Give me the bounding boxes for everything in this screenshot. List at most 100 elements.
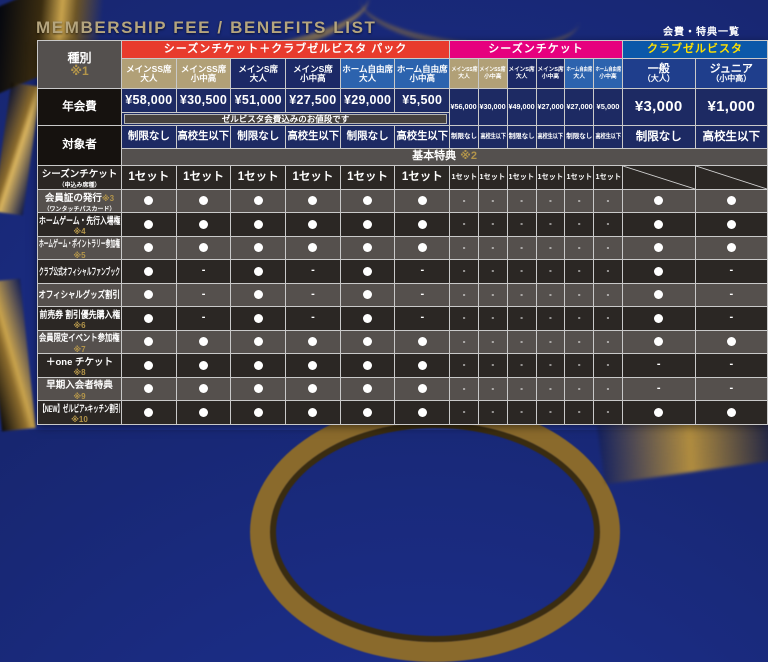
benefit-cell: - bbox=[479, 307, 508, 331]
column-header-line2: 大人 bbox=[250, 74, 267, 83]
benefit-cell bbox=[696, 190, 768, 214]
column-header-line1: メインSS席 bbox=[480, 67, 506, 73]
excluded-dash: - bbox=[549, 385, 552, 393]
page-subtitle-jp: 会費・特典一覧 bbox=[663, 23, 740, 38]
excluded-dash: - bbox=[607, 291, 610, 299]
benefit-cell bbox=[395, 401, 450, 425]
benefit-cell: - bbox=[696, 260, 768, 284]
row-label-sub: （ワンタッチパスカード） bbox=[43, 207, 115, 213]
benefit-cell: 1セット bbox=[395, 166, 450, 190]
target-value: 高校生以下 bbox=[177, 126, 232, 149]
set-count-text: 1セット bbox=[595, 173, 621, 181]
row-label-text: 会員証の発行 bbox=[45, 193, 102, 204]
included-dot-icon bbox=[199, 243, 208, 252]
benefit-cell-not-applicable bbox=[696, 166, 768, 190]
excluded-dash: - bbox=[607, 220, 610, 228]
benefit-cell bbox=[177, 354, 232, 378]
benefit-cell: - bbox=[565, 213, 594, 237]
column-header-line1: メインS席 bbox=[509, 67, 535, 73]
benefit-cell: - bbox=[594, 354, 623, 378]
target-value-text: 制限なし bbox=[509, 134, 535, 141]
benefit-cell: - bbox=[479, 213, 508, 237]
row-label-text: 早期入会者特典 bbox=[46, 380, 113, 391]
benefit-cell: - bbox=[565, 378, 594, 402]
column-header: ホーム自由席大人 bbox=[565, 59, 594, 89]
banner-text: 基本特典 bbox=[412, 151, 456, 163]
gold-ribbon-left-upper bbox=[0, 83, 41, 216]
group-header-0: シーズンチケット＋クラブゼルビスタ パック bbox=[122, 41, 450, 59]
column-header: メインS席大人 bbox=[508, 59, 537, 89]
row-label-line1: オフィシャルグッズ割引 bbox=[39, 286, 120, 303]
benefit-cell bbox=[395, 378, 450, 402]
row-label: 会員証の発行※3（ワンタッチパスカード） bbox=[38, 190, 122, 214]
included-dot-icon bbox=[418, 243, 427, 252]
set-count-text: 1セット bbox=[480, 173, 506, 181]
target-value-text: 制限なし bbox=[566, 134, 592, 141]
row-note-ref: ※6 bbox=[73, 322, 85, 330]
fee-value-pack: ¥30,500 bbox=[177, 89, 232, 113]
benefit-cell bbox=[395, 331, 450, 355]
target-value-text: 高校生以下 bbox=[595, 134, 621, 141]
excluded-dash: - bbox=[607, 361, 610, 369]
target-value: 高校生以下 bbox=[479, 126, 508, 149]
benefit-cell: - bbox=[286, 307, 341, 331]
benefit-cell bbox=[696, 213, 768, 237]
excluded-dash: - bbox=[463, 338, 466, 346]
excluded-dash: - bbox=[549, 361, 552, 369]
fee-value-zelvista: ¥3,000 bbox=[623, 89, 696, 126]
included-dot-icon bbox=[254, 384, 263, 393]
fee-value-season: ¥5,000 bbox=[594, 89, 623, 126]
benefit-cell bbox=[231, 237, 286, 261]
excluded-dash: - bbox=[520, 408, 523, 416]
benefit-cell bbox=[341, 237, 396, 261]
column-header: ジュニア（小中高） bbox=[696, 59, 768, 89]
excluded-dash: - bbox=[491, 220, 494, 228]
benefit-cell: - bbox=[479, 354, 508, 378]
column-header-line2: 小中高 bbox=[542, 74, 559, 80]
included-dot-icon bbox=[254, 220, 263, 229]
benefit-cell: - bbox=[508, 260, 537, 284]
excluded-dash: - bbox=[578, 361, 581, 369]
included-dot-icon bbox=[418, 408, 427, 417]
excluded-dash: - bbox=[549, 220, 552, 228]
included-dot-icon bbox=[254, 314, 263, 323]
target-value: 制限なし bbox=[565, 126, 594, 149]
fee-amount: ¥58,000 bbox=[125, 94, 172, 107]
column-header-line1: ホーム自由席 bbox=[566, 67, 592, 73]
group-header-label: クラブゼルビスタ bbox=[647, 44, 743, 56]
benefit-cell bbox=[341, 378, 396, 402]
excluded-dash: - bbox=[549, 408, 552, 416]
target-value: 制限なし bbox=[623, 126, 696, 149]
benefit-cell: - bbox=[508, 237, 537, 261]
row-label-text: ホームゲーム・先行入場権 bbox=[39, 216, 120, 227]
included-dot-icon bbox=[144, 290, 153, 299]
benefit-cell: - bbox=[565, 284, 594, 308]
type-row-label: 種別※1 bbox=[38, 41, 122, 89]
column-header: メインSS席小中高 bbox=[479, 59, 508, 89]
fee-amount: ¥29,000 bbox=[344, 94, 391, 107]
included-dot-icon bbox=[418, 220, 427, 229]
benefit-cell bbox=[177, 331, 232, 355]
set-count-text: 1セット bbox=[238, 171, 279, 183]
group-header-1: シーズンチケット bbox=[450, 41, 623, 59]
excluded-dash: - bbox=[491, 338, 494, 346]
benefit-cell: - bbox=[537, 331, 566, 355]
excluded-dash: - bbox=[520, 291, 523, 299]
benefit-cell bbox=[623, 401, 696, 425]
column-header-line2: 小中高 bbox=[410, 74, 436, 83]
target-value: 高校生以下 bbox=[286, 126, 341, 149]
benefit-cell: - bbox=[696, 378, 768, 402]
benefit-cell: 1セット bbox=[565, 166, 594, 190]
column-header: ホーム自由席小中高 bbox=[395, 59, 450, 89]
target-value-text: 高校生以下 bbox=[178, 131, 230, 142]
excluded-dash: - bbox=[607, 244, 610, 252]
excluded-dash: - bbox=[578, 338, 581, 346]
set-count-text: 1セット bbox=[451, 173, 477, 181]
row-label-text: シーズンチケット bbox=[42, 169, 118, 180]
target-value: 高校生以下 bbox=[696, 126, 768, 149]
fee-amount: ¥3,000 bbox=[635, 99, 683, 115]
target-value: 制限なし bbox=[450, 126, 479, 149]
row-label: 前売券 割引優先購入権※6 bbox=[38, 307, 122, 331]
benefit-cell bbox=[623, 213, 696, 237]
